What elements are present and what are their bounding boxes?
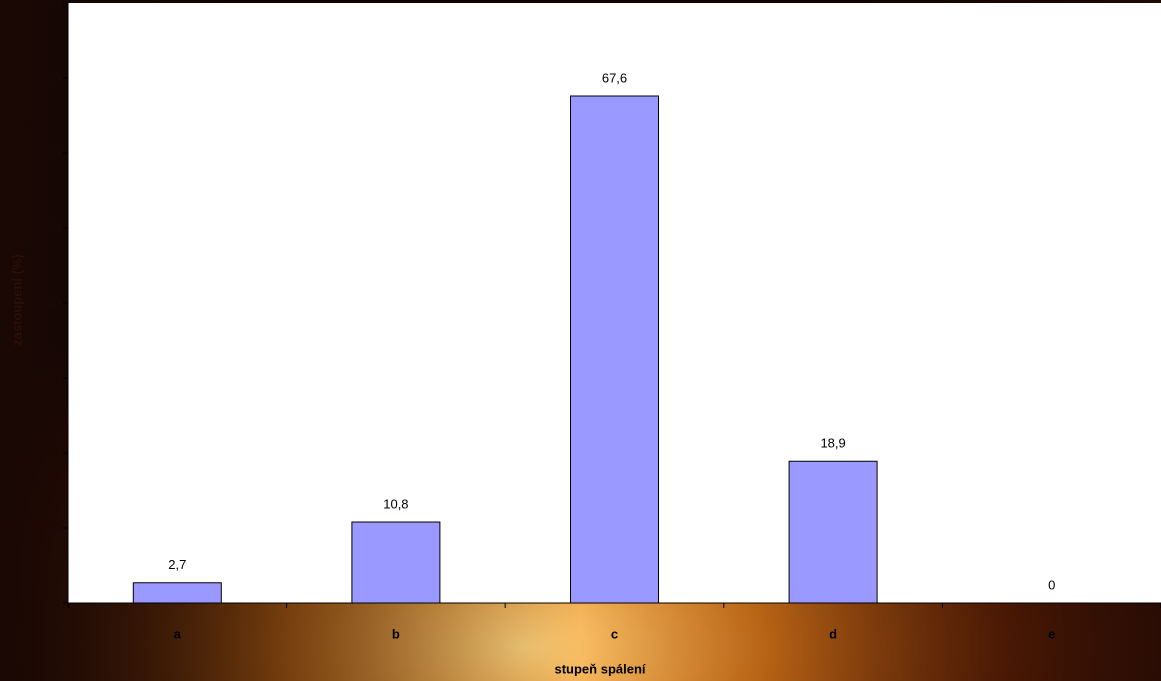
y-tick-label: 20 <box>46 444 60 459</box>
x-axis-title: stupeň spálení <box>554 661 645 676</box>
bar <box>788 460 878 604</box>
y-tick-label: 70 <box>46 69 60 84</box>
bar <box>570 95 659 604</box>
x-tick-label: a <box>174 626 182 641</box>
y-axis-title: zastoupení (%) <box>9 254 24 346</box>
y-tick-label: 30 <box>46 369 60 384</box>
y-tick-label: 10 <box>46 519 60 534</box>
y-tick-label: 50 <box>46 219 60 234</box>
y-tick-label: 60 <box>46 144 60 159</box>
y-tick-label: 0 <box>53 594 60 609</box>
bar <box>132 582 222 604</box>
value-label: 67,6 <box>602 70 627 85</box>
value-label: 2,7 <box>168 557 186 572</box>
x-tick-label: c <box>611 626 618 641</box>
value-label: 0 <box>1048 577 1055 592</box>
value-label: 10,8 <box>383 496 408 511</box>
y-tick-label: 80 <box>46 0 60 9</box>
x-tick-label: e <box>1048 626 1055 641</box>
x-tick-label: b <box>392 626 400 641</box>
bar <box>351 521 441 604</box>
value-label: 18,9 <box>820 436 845 451</box>
x-tick-label: d <box>829 626 837 641</box>
y-tick-label: 40 <box>46 294 60 309</box>
